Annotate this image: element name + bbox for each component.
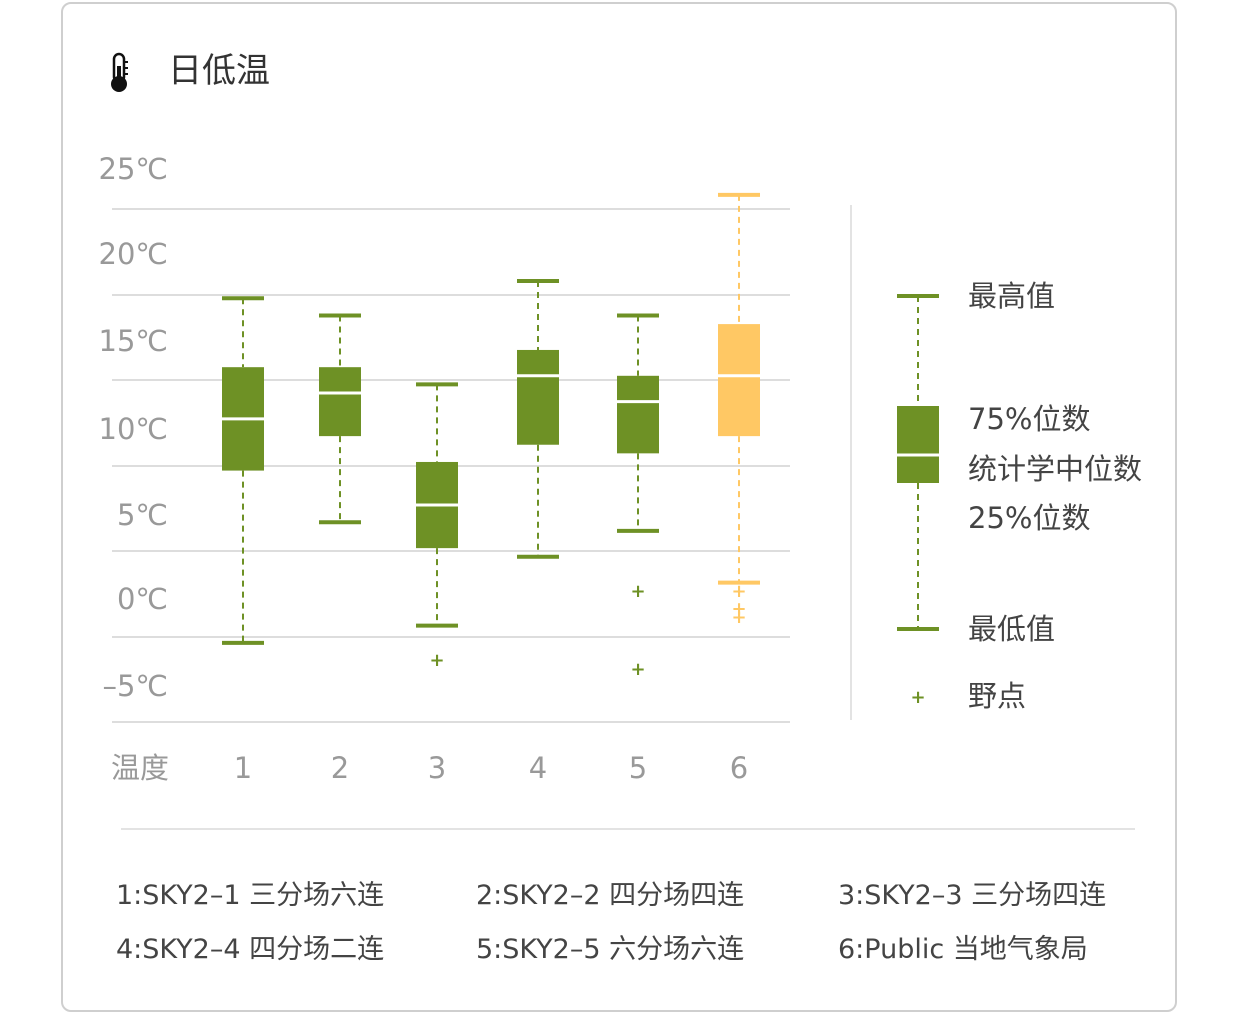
outlier-point: +	[731, 607, 746, 628]
outlier-point: +	[731, 598, 746, 619]
box	[718, 324, 760, 437]
x-tick-label: 2	[331, 751, 349, 785]
x-tick-label: 3	[428, 751, 446, 785]
legend-min-label: 最低值	[968, 612, 1055, 646]
thermometer-icon	[111, 52, 128, 92]
y-tick-label: 15℃	[99, 324, 168, 358]
y-tick-label: –5℃	[102, 669, 168, 703]
outlier-point: +	[630, 659, 645, 680]
legend-median-label: 统计学中位数	[968, 452, 1142, 486]
x-tick-label: 5	[629, 751, 647, 785]
y-tick-label: 10℃	[99, 412, 168, 446]
note-2: 2:SKY2–2 四分场四连	[476, 880, 745, 911]
x-tick-label: 6	[730, 751, 748, 785]
divider	[121, 828, 1135, 830]
chart-title: 日低温	[168, 51, 270, 91]
legend-q3-label: 75%位数	[968, 402, 1090, 436]
box	[517, 349, 559, 445]
note-6: 6:Public 当地气象局	[838, 934, 1088, 965]
outlier-point: +	[731, 581, 746, 602]
outlier-point: +	[429, 650, 444, 671]
box	[617, 375, 659, 454]
y-tick-label: 20℃	[99, 237, 168, 271]
note-4: 4:SKY2–4 四分场二连	[116, 934, 385, 965]
legend-outlier-label: 野点	[968, 679, 1026, 713]
y-tick-label: 5℃	[117, 498, 168, 532]
y-tick-label: 25℃	[99, 152, 168, 186]
x-tick-label: 1	[234, 751, 252, 785]
title-row	[104, 48, 134, 96]
y-tick-label: 0℃	[117, 582, 168, 616]
outlier-point: +	[630, 581, 645, 602]
legend-outlier-mark: +	[910, 687, 925, 708]
legend-q1-label: 25%位数	[968, 501, 1090, 535]
note-1: 1:SKY2–1 三分场六连	[116, 880, 385, 911]
box	[319, 367, 361, 437]
legend-box	[897, 406, 939, 483]
x-tick-label: 4	[529, 751, 547, 785]
legend-max-label: 最高值	[968, 279, 1055, 313]
chart-card	[61, 2, 1177, 1012]
note-5: 5:SKY2–5 六分场六连	[476, 934, 745, 965]
x-axis-label: 温度	[111, 751, 169, 785]
note-3: 3:SKY2–3 三分场四连	[838, 880, 1107, 911]
